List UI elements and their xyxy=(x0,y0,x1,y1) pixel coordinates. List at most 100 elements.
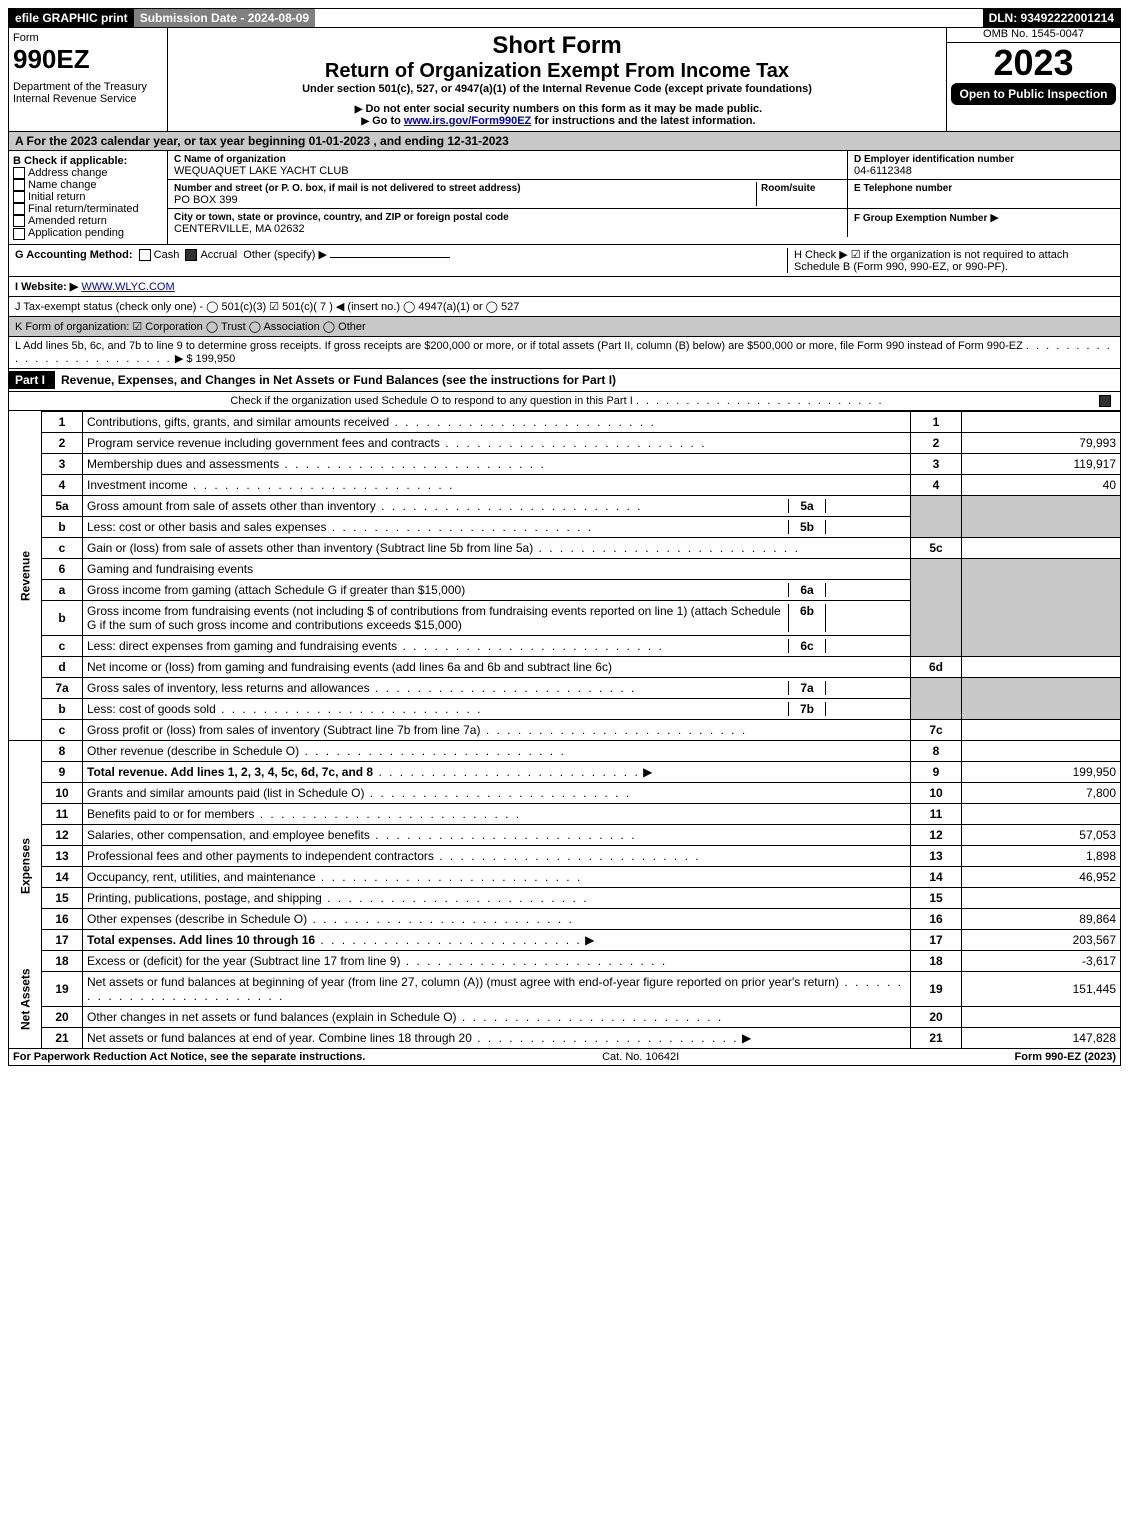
header-right: OMB No. 1545-0047 2023 Open to Public In… xyxy=(947,28,1120,131)
d-label: D Employer identification number xyxy=(854,154,1014,165)
cb-address-change[interactable] xyxy=(13,167,25,179)
part1-dots xyxy=(636,395,884,407)
dept-label: Department of the Treasury Internal Reve… xyxy=(13,81,163,105)
l21-num: 21 xyxy=(42,1027,83,1048)
ein-value: 04-6112348 xyxy=(854,165,912,177)
l10-num: 10 xyxy=(42,782,83,803)
other-specify-line xyxy=(330,257,450,258)
l19-desc: Net assets or fund balances at beginning… xyxy=(83,971,911,1006)
netassets-vlabel: Net Assets xyxy=(9,950,42,1048)
irs-link[interactable]: www.irs.gov/Form990EZ xyxy=(404,115,531,127)
main-title: Return of Organization Exempt From Incom… xyxy=(172,60,942,83)
l17-ref: 17 xyxy=(911,929,962,950)
l11-amt xyxy=(962,803,1121,824)
b-label: B Check if applicable: xyxy=(13,155,163,167)
website-link[interactable]: WWW.WLYC.COM xyxy=(81,281,174,293)
l4-amt: 40 xyxy=(962,474,1121,495)
f-group-cell: F Group Exemption Number ▶ xyxy=(848,209,1120,237)
l6d-num: d xyxy=(42,656,83,677)
form-label: Form xyxy=(13,32,163,44)
l6-num: 6 xyxy=(42,558,83,579)
l14-ref: 14 xyxy=(911,866,962,887)
row-l-gross-receipts: L Add lines 5b, 6c, and 7b to line 9 to … xyxy=(8,337,1121,369)
form-header: Form 990EZ Department of the Treasury In… xyxy=(8,28,1121,132)
l19-amt: 151,445 xyxy=(962,971,1121,1006)
open-to-public: Open to Public Inspection xyxy=(951,83,1116,105)
l7c-num: c xyxy=(42,719,83,740)
cb-cash[interactable] xyxy=(139,249,151,261)
i-label: I Website: ▶ xyxy=(15,281,78,293)
l11-desc: Benefits paid to or for members xyxy=(83,803,911,824)
cb-initial-return[interactable] xyxy=(13,191,25,203)
l5a-desc: Gross amount from sale of assets other t… xyxy=(83,495,911,516)
opt-final-return: Final return/terminated xyxy=(28,203,139,215)
l1-amt xyxy=(962,411,1121,432)
col-cdef: C Name of organization WEQUAQUET LAKE YA… xyxy=(168,151,1120,244)
cb-schedule-o[interactable] xyxy=(1099,395,1111,407)
l21-ref: 21 xyxy=(911,1027,962,1048)
l7a-num: 7a xyxy=(42,677,83,698)
street-value: PO BOX 399 xyxy=(174,194,238,206)
room-label: Room/suite xyxy=(761,183,815,194)
l12-ref: 12 xyxy=(911,824,962,845)
l16-ref: 16 xyxy=(911,908,962,929)
footer-catno: Cat. No. 10642I xyxy=(365,1051,916,1063)
l9-ref: 9 xyxy=(911,761,962,782)
l-text: L Add lines 5b, 6c, and 7b to line 9 to … xyxy=(15,340,1023,352)
cb-amended-return[interactable] xyxy=(13,215,25,227)
opt-cash: Cash xyxy=(154,249,180,261)
l2-amt: 79,993 xyxy=(962,432,1121,453)
opt-name-change: Name change xyxy=(28,179,97,191)
l17-num: 17 xyxy=(42,929,83,950)
efile-print-label[interactable]: efile GRAPHIC print xyxy=(9,9,134,27)
l1-ref: 1 xyxy=(911,411,962,432)
part1-table: Revenue 1 Contributions, gifts, grants, … xyxy=(8,411,1121,1049)
l16-num: 16 xyxy=(42,908,83,929)
omb-number: OMB No. 1545-0047 xyxy=(947,28,1120,43)
street-label: Number and street (or P. O. box, if mail… xyxy=(174,183,521,194)
l5c-ref: 5c xyxy=(911,537,962,558)
cb-name-change[interactable] xyxy=(13,179,25,191)
l3-desc: Membership dues and assessments xyxy=(83,453,911,474)
l17-desc: Total expenses. Add lines 10 through 16 … xyxy=(83,929,911,950)
l4-ref: 4 xyxy=(911,474,962,495)
l15-ref: 15 xyxy=(911,887,962,908)
l11-num: 11 xyxy=(42,803,83,824)
l11-ref: 11 xyxy=(911,803,962,824)
row-gh: G Accounting Method: Cash Accrual Other … xyxy=(8,245,1121,277)
l12-num: 12 xyxy=(42,824,83,845)
tax-year: 2023 xyxy=(951,45,1116,81)
l17-amt: 203,567 xyxy=(962,929,1121,950)
under-section: Under section 501(c), 527, or 4947(a)(1)… xyxy=(172,83,942,95)
l18-amt: -3,617 xyxy=(962,950,1121,971)
c-street-cell: Number and street (or P. O. box, if mail… xyxy=(168,180,848,209)
l18-desc: Excess or (deficit) for the year (Subtra… xyxy=(83,950,911,971)
l20-num: 20 xyxy=(42,1006,83,1027)
l14-amt: 46,952 xyxy=(962,866,1121,887)
form-number: 990EZ xyxy=(13,44,163,75)
short-form-title: Short Form xyxy=(172,32,942,60)
part1-check-row: Check if the organization used Schedule … xyxy=(8,392,1121,411)
opt-amended-return: Amended return xyxy=(28,215,107,227)
l14-num: 14 xyxy=(42,866,83,887)
cb-final-return[interactable] xyxy=(13,203,25,215)
cb-accrual[interactable] xyxy=(185,249,197,261)
opt-address-change: Address change xyxy=(28,167,108,179)
dln-label: DLN: 93492222001214 xyxy=(983,9,1120,27)
part1-tab: Part I xyxy=(9,371,55,389)
l7a-desc: Gross sales of inventory, less returns a… xyxy=(83,677,911,698)
c-city-cell: City or town, state or province, country… xyxy=(168,209,848,237)
opt-other: Other (specify) ▶ xyxy=(243,249,327,261)
expenses-vlabel: Expenses xyxy=(9,782,42,950)
l5b-num: b xyxy=(42,516,83,537)
footer-left: For Paperwork Reduction Act Notice, see … xyxy=(13,1051,365,1063)
l6d-amt xyxy=(962,656,1121,677)
l6b-num: b xyxy=(42,600,83,635)
h-schedule-b: H Check ▶ ☑ if the organization is not r… xyxy=(787,248,1114,273)
l16-desc: Other expenses (describe in Schedule O) xyxy=(83,908,911,929)
l15-desc: Printing, publications, postage, and shi… xyxy=(83,887,911,908)
l2-num: 2 xyxy=(42,432,83,453)
cb-application-pending[interactable] xyxy=(13,228,25,240)
l3-amt: 119,917 xyxy=(962,453,1121,474)
l5ab-amt-shade xyxy=(962,495,1121,537)
